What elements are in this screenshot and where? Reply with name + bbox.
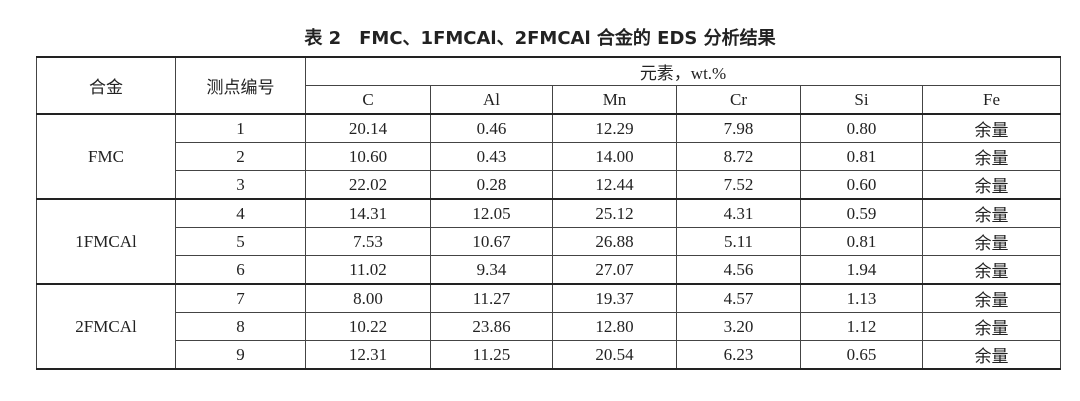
cell: 12.44 [552, 170, 677, 200]
cell: 3 [175, 170, 306, 200]
cell: 5 [175, 227, 306, 256]
cell: 8.00 [305, 283, 431, 313]
cell: 4.31 [676, 198, 801, 228]
data-row: 1FMCAl 4 14.31 12.05 25.12 4.31 0.59 余量 [36, 198, 1062, 285]
cell: 11.02 [305, 255, 431, 285]
cell: 8.72 [676, 142, 801, 171]
alloy-cell: 2FMCAl [36, 283, 176, 370]
eds-table: 合金 测点编号 元素，wt.% C Al Mn Cr Si Fe FMC 1 20.14 0.46 12… [36, 56, 1062, 370]
cell: 8 [175, 312, 306, 341]
cell: 20.14 [305, 113, 431, 143]
cell: 3.20 [676, 312, 801, 341]
cell: 4.56 [676, 255, 801, 285]
data-row: 2 10.60 0.43 14.00 8.72 0.81 余量 [37, 142, 1062, 171]
cell: 余量 [921, 198, 1062, 228]
cell: 26.88 [552, 227, 677, 256]
cell: 4.57 [676, 283, 801, 313]
cell: 23.86 [430, 312, 553, 341]
header-cell: Al [430, 85, 553, 115]
cell: 余量 [921, 113, 1062, 143]
cell: 余量 [921, 170, 1062, 200]
data-row: 2FMCAl 7 8.00 11.27 19.37 4.57 1.13 余量 [36, 283, 1062, 370]
header-cell: 合金 [36, 56, 176, 115]
header-row: 合金 测点编号 元素，wt.% [36, 56, 1062, 115]
alloy-cell: 1FMCAl [36, 198, 176, 285]
table-head: 合金 测点编号 元素，wt.% C Al Mn Cr Si Fe [36, 56, 1062, 115]
cell: 12.05 [430, 198, 553, 228]
cell: 余量 [921, 340, 1062, 370]
table-body: FMC 1 20.14 0.46 12.29 7.98 0.80 余量 2 10.60 0.43 14… [36, 113, 1062, 370]
cell: 0.59 [800, 198, 923, 228]
cell: 0.80 [800, 113, 923, 143]
cell: 12.80 [552, 312, 677, 341]
cell: 1.13 [800, 283, 923, 313]
data-row: 3 22.02 0.28 12.44 7.52 0.60 余量 [37, 170, 1062, 200]
cell: 6.23 [676, 340, 801, 370]
cell: 4 [175, 198, 306, 228]
cell: 10.67 [430, 227, 553, 256]
cell: 7.53 [305, 227, 431, 256]
cell: 12.29 [552, 113, 677, 143]
cell: 余量 [921, 283, 1062, 313]
cell: 0.81 [800, 227, 923, 256]
cell: 19.37 [552, 283, 677, 313]
cell: 1 [175, 113, 306, 143]
cell: 0.43 [430, 142, 553, 171]
cell: 14.31 [305, 198, 431, 228]
cell: 0.28 [430, 170, 553, 200]
cell: 余量 [921, 312, 1062, 341]
header-cell: 测点编号 [175, 56, 306, 115]
alloy-cell: FMC [36, 113, 176, 200]
cell: 11.27 [430, 283, 553, 313]
header-cell: 元素，wt.% [304, 56, 1062, 86]
cell: 9.34 [430, 255, 553, 285]
data-row: 5 7.53 10.67 26.88 5.11 0.81 余量 [37, 227, 1062, 256]
cell: 余量 [921, 142, 1062, 171]
cell: 9 [175, 340, 306, 370]
cell: 1.12 [800, 312, 923, 341]
header-cell: C [305, 85, 431, 115]
cell: 余量 [921, 255, 1062, 285]
data-row: FMC 1 20.14 0.46 12.29 7.98 0.80 余量 [36, 113, 1062, 200]
cell: 余量 [921, 227, 1062, 256]
cell: 12.31 [305, 340, 431, 370]
header-row: C Al Mn Cr Si Fe [37, 85, 1062, 115]
cell: 14.00 [552, 142, 677, 171]
header-cell: Mn [552, 85, 677, 115]
cell: 11.25 [430, 340, 553, 370]
cell: 7.98 [676, 113, 801, 143]
cell: 7 [175, 283, 306, 313]
data-row: 6 11.02 9.34 27.07 4.56 1.94 余量 [37, 255, 1062, 285]
header-cell: Fe [921, 85, 1062, 115]
cell: 10.60 [305, 142, 431, 171]
cell: 1.94 [800, 255, 923, 285]
cell: 20.54 [552, 340, 677, 370]
table-title: 表 2 FMC、1FMCAl、2FMCAl 合金的 EDS 分析结果 [304, 28, 776, 49]
data-row: 9 12.31 11.25 20.54 6.23 0.65 余量 [37, 340, 1062, 370]
cell: 25.12 [552, 198, 677, 228]
data-row: 8 10.22 23.86 12.80 3.20 1.12 余量 [37, 312, 1062, 341]
cell: 5.11 [676, 227, 801, 256]
cell: 2 [175, 142, 306, 171]
cell: 10.22 [305, 312, 431, 341]
header-cell: Cr [676, 85, 801, 115]
cell: 27.07 [552, 255, 677, 285]
header-cell: Si [800, 85, 923, 115]
cell: 6 [175, 255, 306, 285]
cell: 0.60 [800, 170, 923, 200]
cell: 0.81 [800, 142, 923, 171]
cell: 0.46 [430, 113, 553, 143]
cell: 0.65 [800, 340, 923, 370]
cell: 22.02 [305, 170, 431, 200]
cell: 7.52 [676, 170, 801, 200]
